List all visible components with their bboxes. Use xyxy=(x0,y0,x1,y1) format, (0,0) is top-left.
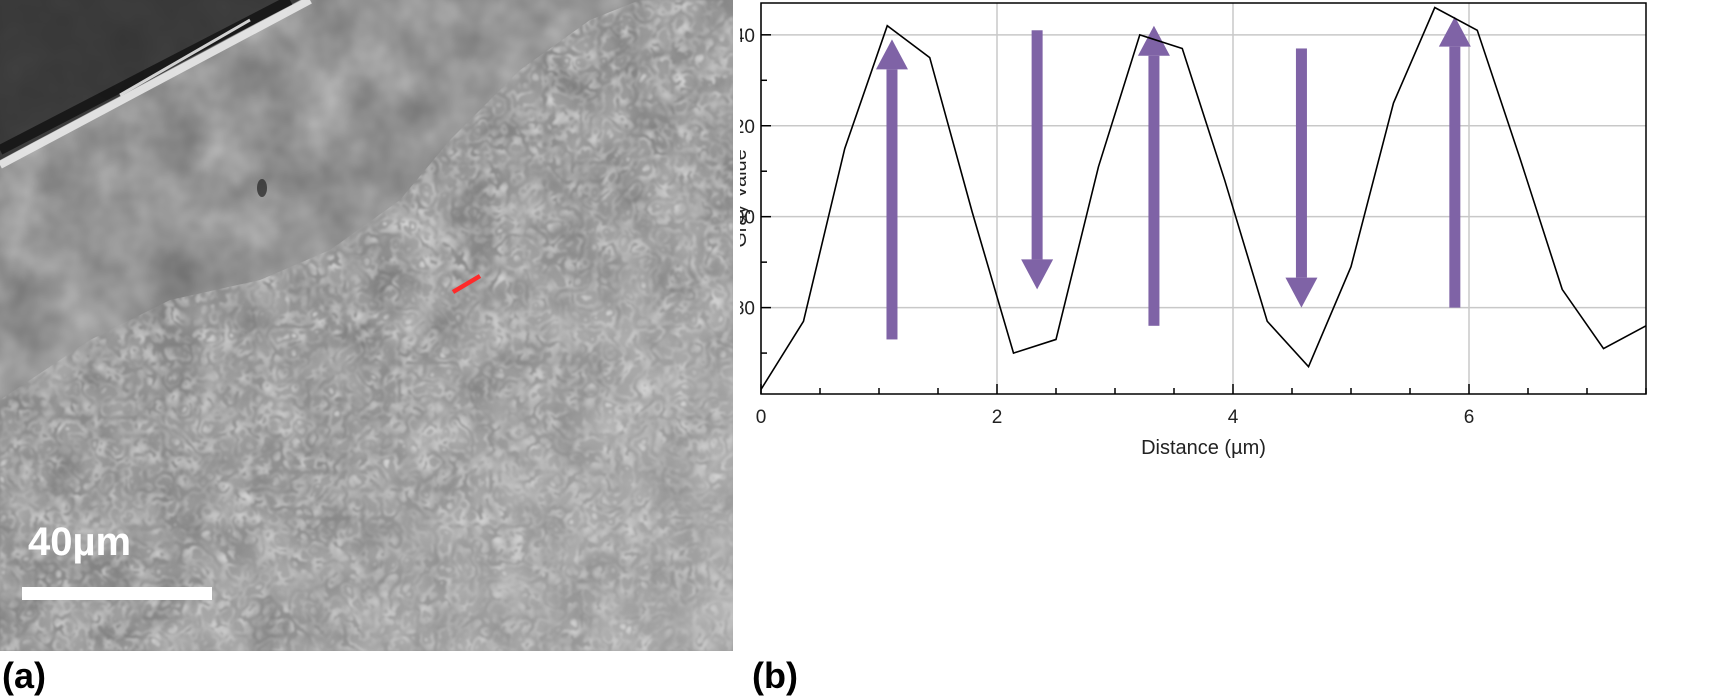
plot-frame xyxy=(760,2,1647,395)
arrow-up xyxy=(1137,25,1170,326)
panel-a-label: (a) xyxy=(2,655,46,696)
arrow-down xyxy=(1021,30,1054,290)
x-tick-label: 2 xyxy=(992,407,1003,428)
x-axis-label: Distance (µm) xyxy=(1141,437,1266,459)
arrow-down xyxy=(1285,48,1318,308)
y-axis-label: Gray Value xyxy=(740,149,751,248)
y-tick-label: 140 xyxy=(740,26,755,47)
profile-chart-panel: 024680100120140 Distance (µm) Gray Value xyxy=(723,0,1725,480)
line-profile-marker xyxy=(451,274,482,294)
x-tick-label: 6 xyxy=(1464,407,1475,428)
microscopy-image-panel: 40µm xyxy=(0,0,733,651)
y-tick-label: 120 xyxy=(740,117,755,138)
scale-bar xyxy=(22,587,212,600)
scale-bar-label: 40µm xyxy=(28,520,131,564)
arrow-up xyxy=(1438,16,1471,308)
profile-line xyxy=(760,6,1647,390)
gray-value-chart: 024680100120140 Distance (µm) Gray Value xyxy=(723,2,1647,459)
y-tick-label: 80 xyxy=(740,299,755,320)
polarization-arrows xyxy=(875,16,1471,340)
panel-b-label: (b) xyxy=(752,655,798,696)
x-tick-label: 0 xyxy=(756,407,767,428)
arrow-up xyxy=(875,39,908,340)
profile-series xyxy=(760,6,1647,390)
microscopy-image: 40µm xyxy=(0,0,733,651)
x-tick-label: 4 xyxy=(1228,407,1239,428)
